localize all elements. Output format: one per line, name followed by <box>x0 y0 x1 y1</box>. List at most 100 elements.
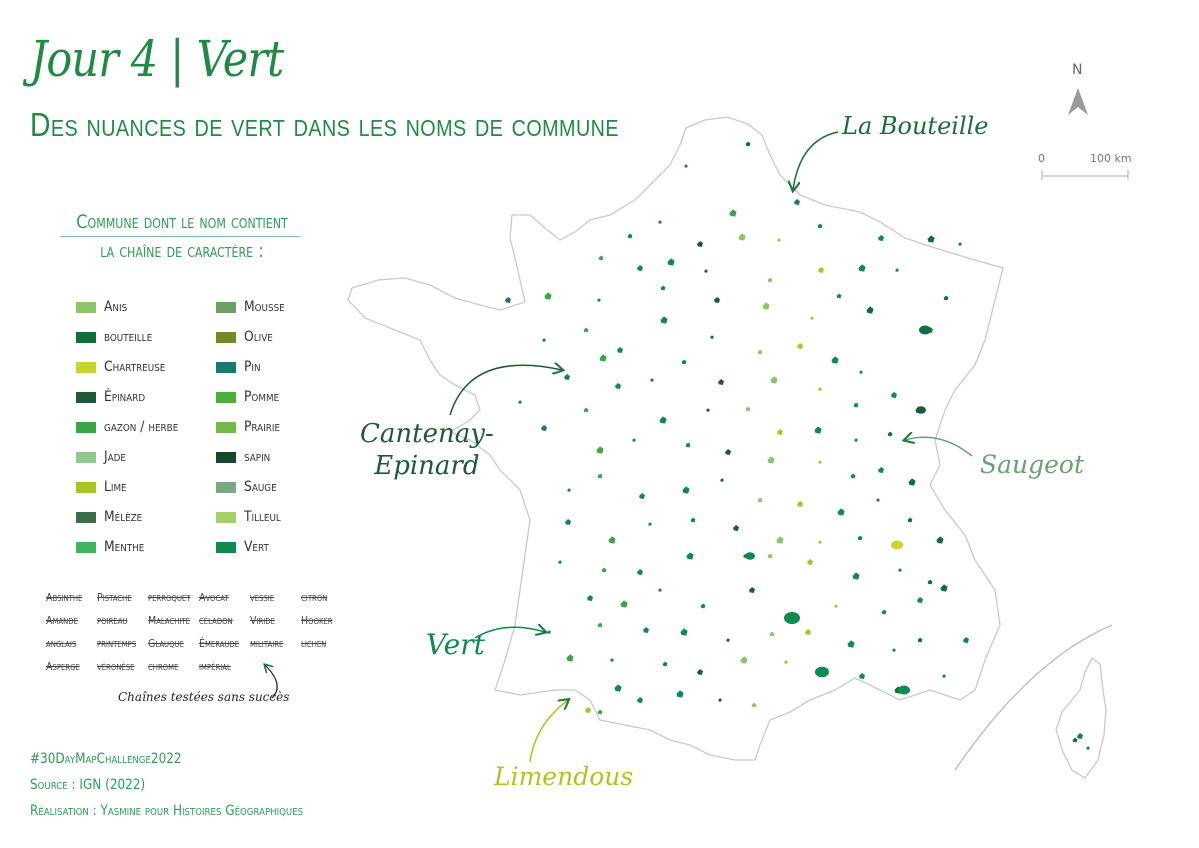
commune-marker <box>850 473 856 479</box>
commune-marker <box>818 387 822 391</box>
legend-item: Vert <box>216 532 290 562</box>
legend-label: Pin <box>244 359 261 375</box>
annotation-limendous: Limendous <box>494 762 634 791</box>
legend-label: Prairie <box>244 419 281 435</box>
commune-marker <box>740 656 748 664</box>
commune-marker <box>667 258 675 266</box>
legend-item: Menthe <box>76 532 188 562</box>
commune-marker <box>615 383 621 389</box>
annotation-cantenay-epinard: Cantenay- Epinard <box>360 418 494 482</box>
legend-swatch <box>216 421 236 433</box>
legend-swatch <box>216 391 236 403</box>
legend-label: bouteille <box>104 329 153 345</box>
commune-marker <box>541 425 547 431</box>
scale-zero: 0 <box>1038 152 1045 165</box>
corsica-frame <box>954 624 1113 771</box>
tested-word: Asperge <box>46 660 80 673</box>
commune-marker <box>881 609 887 615</box>
commune-marker <box>733 525 739 531</box>
commune-marker <box>697 241 703 247</box>
legend-column-1: Anis bouteille Chartreuse Épinard gazon / he… <box>76 292 188 562</box>
tested-word: militaire <box>250 637 284 650</box>
tested-word: Hooker <box>301 614 333 627</box>
arrow-bouteille <box>793 131 839 190</box>
legend-item: sapin <box>216 442 290 472</box>
commune-marker <box>617 347 623 353</box>
legend-title-line2: la chaîne de caractère : <box>100 240 264 262</box>
commune-marker <box>818 267 824 273</box>
legend-label: Lime <box>104 479 127 495</box>
commune-marker <box>565 519 571 525</box>
commune-marker <box>585 707 591 713</box>
legend-item: Mélèze <box>76 502 188 532</box>
commune-marker <box>637 569 643 575</box>
legend-swatch <box>216 301 236 313</box>
north-label: N <box>1072 62 1083 78</box>
commune-marker <box>718 379 724 385</box>
annotation-vert: Vert <box>426 628 485 661</box>
legend-item: Chartreuse <box>76 352 188 382</box>
legend-item: bouteille <box>76 322 188 352</box>
legend-title-line1: Commune dont le nom contient <box>76 211 288 233</box>
tested-word: Glauque <box>148 637 184 650</box>
commune-marker <box>927 235 935 243</box>
commune-marker <box>891 392 897 398</box>
commune-marker <box>745 141 751 147</box>
france-outline <box>347 116 1004 761</box>
commune-marker <box>917 597 923 603</box>
tested-word: vessie <box>250 591 275 604</box>
tested-word: printemps <box>97 637 137 650</box>
legend-swatch <box>216 511 236 523</box>
commune-marker <box>940 584 948 592</box>
commune-marker <box>608 536 616 544</box>
commune-marker <box>706 408 710 412</box>
commune-marker <box>776 536 784 544</box>
legend-swatch <box>216 451 236 463</box>
commune-marker <box>767 277 773 283</box>
tested-strings-grid: Absinthe Pistache perroquet Avocat vessie cit… <box>46 586 352 678</box>
arrow-vert <box>474 627 545 639</box>
commune-marker <box>738 233 746 241</box>
commune-marker <box>682 486 690 494</box>
legend-swatch <box>76 331 96 343</box>
legend-label: Mousse <box>244 299 285 315</box>
commune-marker-large <box>919 325 931 335</box>
tested-row: Asperge véronèse chrome impérial <box>46 655 352 678</box>
commune-marker <box>566 654 574 662</box>
commune-marker <box>898 568 902 572</box>
footer-hashtag: #30DayMapChallenge2022 <box>30 751 182 767</box>
commune-marker-large <box>784 612 800 624</box>
legend-item: gazon / herbe <box>76 412 188 442</box>
commune-marker-large <box>898 685 910 695</box>
commune-marker <box>700 603 706 609</box>
commune-marker <box>859 370 863 374</box>
commune-marker <box>718 698 722 702</box>
commune-marker <box>807 559 813 565</box>
legend-item: Pomme <box>216 382 290 412</box>
legend-label: Jade <box>104 449 126 465</box>
commune-marker <box>596 446 604 454</box>
tested-row: Absinthe Pistache perroquet Avocat vessie cit… <box>46 586 352 609</box>
tested-word: Malachite <box>148 614 191 627</box>
commune-marker <box>597 709 603 715</box>
commune-marker-large <box>745 552 755 560</box>
commune-marker <box>710 335 714 339</box>
tested-word: chrome <box>148 660 179 673</box>
legend-label: Anis <box>104 299 128 315</box>
commune-marker <box>726 638 730 642</box>
legend-item: Prairie <box>216 412 290 442</box>
arrow-saugeot <box>905 437 973 457</box>
commune-marker-large <box>891 540 903 550</box>
commune-marker <box>831 356 839 364</box>
commune-marker <box>690 517 696 523</box>
legend-underline <box>60 236 300 237</box>
commune-marker <box>895 268 899 272</box>
commune-marker <box>1072 737 1078 743</box>
tested-word: Pistache <box>97 591 132 604</box>
legend-item: Anis <box>76 292 188 322</box>
commune-marker <box>544 292 552 300</box>
footer-source: Source : IGN (2022) <box>30 777 146 793</box>
legend-label: Épinard <box>104 389 146 405</box>
legend-item: Olive <box>216 322 290 352</box>
commune-marker <box>542 338 546 342</box>
